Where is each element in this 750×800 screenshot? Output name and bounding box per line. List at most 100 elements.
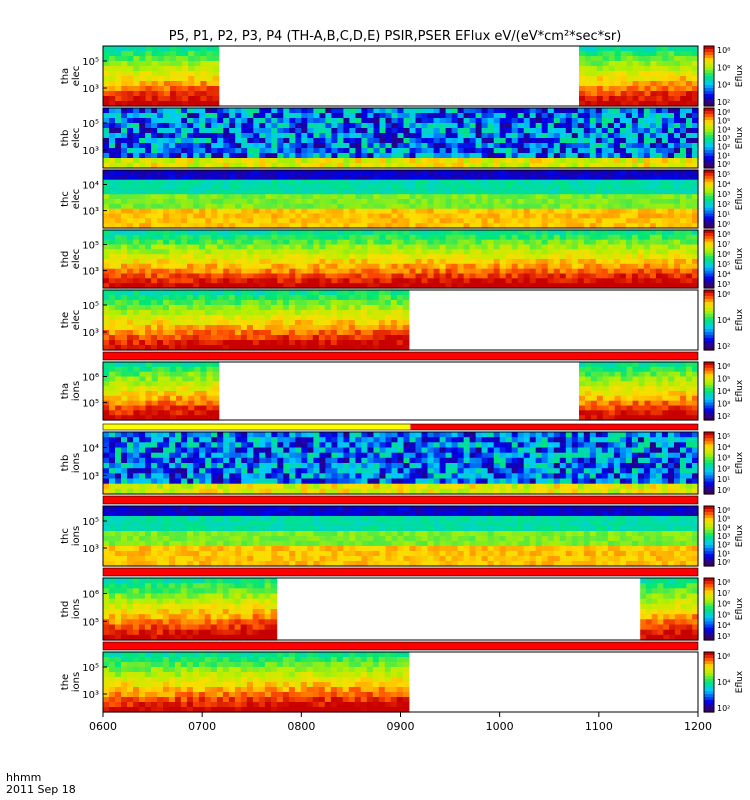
heatmap-cell	[115, 223, 122, 229]
heatmap-cell	[109, 386, 116, 392]
heatmap-cell	[511, 158, 519, 164]
heatmap-cell	[361, 189, 368, 195]
heatmap-cell	[619, 179, 627, 186]
heatmap-cell	[115, 391, 122, 397]
heatmap-cell	[391, 203, 399, 210]
heatmap-cell	[613, 133, 621, 139]
heatmap-cell	[109, 362, 116, 368]
heatmap-cell	[307, 259, 314, 265]
heatmap-cell	[686, 158, 693, 164]
heatmap-cell	[674, 184, 681, 190]
heatmap-cell	[553, 239, 561, 246]
heatmap-cell	[121, 366, 128, 373]
heatmap-cell	[139, 305, 146, 311]
heatmap-cell	[367, 278, 374, 284]
heatmap-cell	[559, 153, 567, 159]
heatmap-cell	[300, 295, 308, 301]
heatmap-cell	[103, 128, 110, 134]
heatmap-cell	[619, 273, 627, 279]
heatmap-cell	[121, 290, 128, 296]
heatmap-cell	[631, 108, 639, 114]
heatmap-cell	[265, 249, 272, 255]
heatmap-cell	[626, 91, 634, 97]
heatmap-cell	[649, 278, 657, 284]
heatmap-cell	[379, 249, 387, 255]
heatmap-cell	[499, 113, 507, 119]
heatmap-cell	[223, 249, 230, 255]
heatmap-cell	[139, 345, 146, 351]
heatmap-cell	[403, 133, 411, 139]
heatmap-cell	[176, 371, 183, 378]
heatmap-cell	[169, 230, 176, 236]
heatmap-cell	[151, 96, 159, 102]
heatmap-cell	[403, 218, 411, 224]
heatmap-cell	[686, 153, 693, 159]
heatmap-cell	[614, 66, 622, 72]
heatmap-cell	[343, 128, 350, 134]
heatmap-cell	[240, 300, 248, 306]
heatmap-cell	[391, 249, 399, 255]
colorbar-segment	[704, 147, 714, 151]
heatmap-cell	[157, 189, 164, 195]
heatmap-cell	[577, 263, 585, 270]
heatmap-cell	[283, 148, 290, 154]
heatmap-cell	[205, 230, 212, 236]
heatmap-cell	[625, 163, 633, 169]
heatmap-cell	[553, 234, 561, 241]
heatmap-cell	[342, 320, 350, 326]
heatmap-cell	[553, 213, 561, 219]
heatmap-cell	[127, 123, 134, 129]
heatmap-cell	[176, 76, 183, 82]
heatmap-cell	[475, 118, 483, 124]
heatmap-cell	[589, 148, 597, 154]
heatmap-cell	[145, 218, 152, 224]
heatmap-cell	[637, 194, 645, 200]
heatmap-cell	[686, 244, 693, 250]
heatmap-cell	[643, 223, 651, 229]
heatmap-cell	[337, 244, 344, 250]
heatmap-cell	[613, 278, 621, 284]
heatmap-cell	[433, 170, 441, 176]
colorbar-segment	[704, 46, 714, 50]
heatmap-cell	[349, 244, 356, 250]
heatmap-cell	[223, 213, 230, 219]
heatmap-cell	[216, 305, 224, 311]
heatmap-cell	[559, 143, 567, 149]
heatmap-cell	[319, 153, 326, 159]
panel-label: thcelec	[60, 189, 82, 210]
heatmap-cell	[223, 278, 230, 284]
heatmap-cell	[481, 223, 489, 229]
heatmap-cell	[241, 223, 248, 229]
heatmap-cell	[337, 179, 344, 186]
heatmap-cell	[133, 395, 141, 402]
heatmap-cell	[319, 118, 326, 124]
heatmap-cell	[253, 108, 260, 114]
colorbar-segment	[704, 259, 714, 263]
heatmap-cell	[176, 51, 183, 57]
heatmap-cell	[151, 239, 158, 246]
heatmap-cell	[511, 244, 519, 250]
heatmap-cell	[505, 283, 513, 289]
heatmap-cell	[686, 179, 693, 186]
heatmap-cell	[121, 381, 128, 387]
heatmap-cell	[626, 101, 634, 107]
heatmap-cell	[182, 76, 189, 82]
heatmap-cell	[145, 208, 152, 215]
heatmap-cell	[373, 133, 381, 139]
heatmap-cell	[674, 208, 681, 215]
heatmap-cell	[427, 148, 435, 154]
heatmap-cell	[499, 218, 507, 224]
heatmap-cell	[463, 174, 471, 181]
heatmap-cell	[235, 273, 242, 279]
heatmap-cell	[247, 174, 254, 181]
heatmap-cell	[529, 239, 537, 246]
heatmap-cell	[475, 268, 483, 275]
heatmap-cell	[692, 143, 699, 149]
heatmap-cell	[331, 113, 338, 119]
heatmap-cell	[199, 273, 206, 279]
heatmap-cell	[145, 315, 152, 321]
heatmap-cell	[289, 259, 296, 265]
heatmap-cell	[109, 66, 116, 72]
heatmap-cell	[529, 273, 537, 279]
heatmap-cell	[674, 239, 681, 246]
